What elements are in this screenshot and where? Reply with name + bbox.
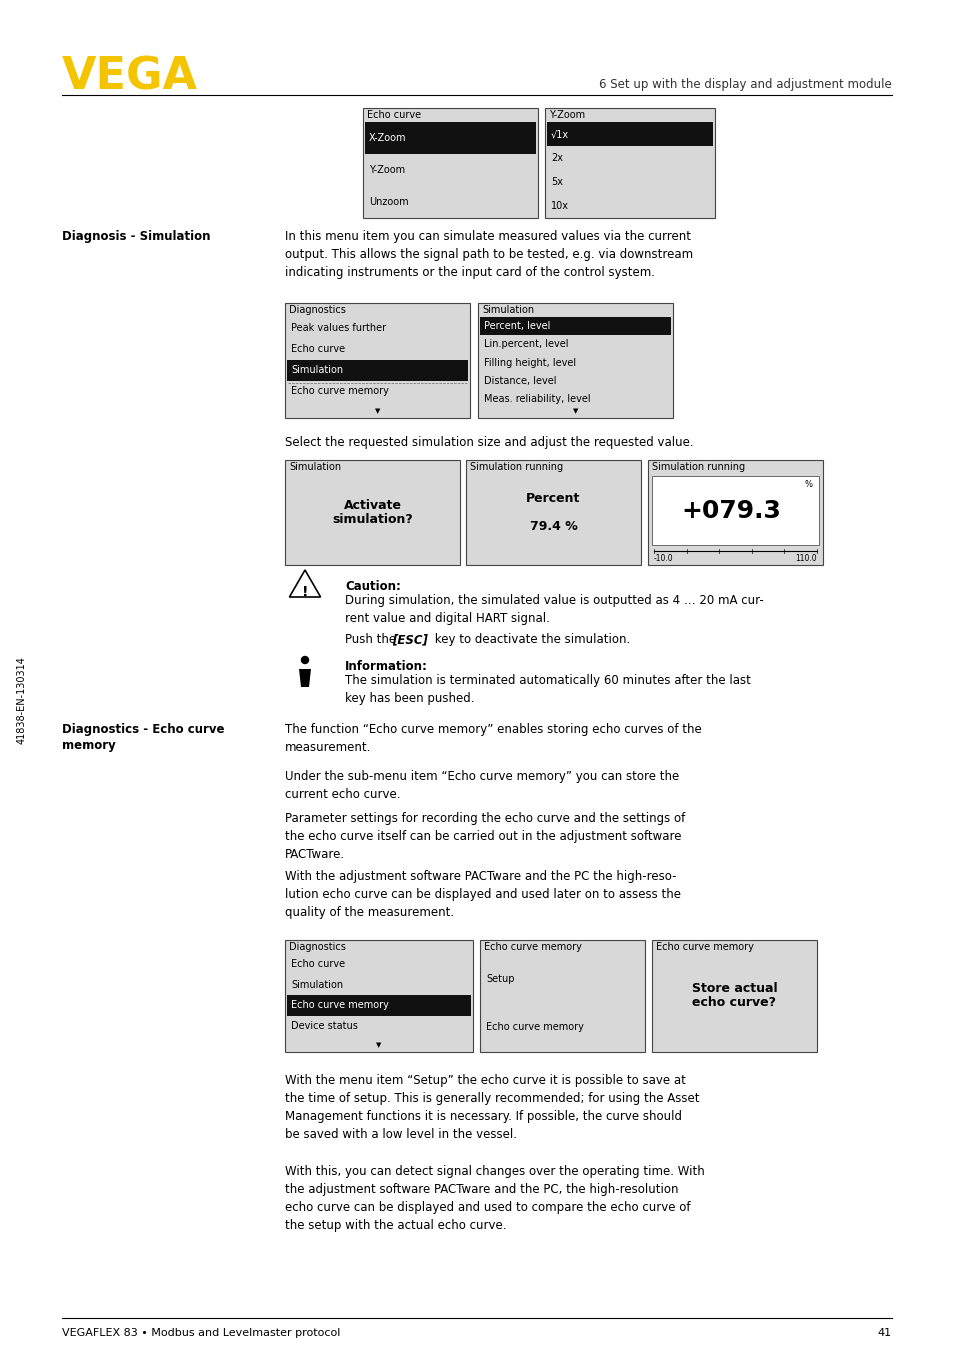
Text: Echo curve: Echo curve (367, 110, 420, 121)
Text: 79.4 %: 79.4 % (529, 520, 577, 533)
Circle shape (301, 657, 308, 663)
Text: Peak values further: Peak values further (291, 322, 386, 333)
Text: -10.0: -10.0 (654, 554, 673, 563)
Text: VEGAFLEX 83 • Modbus and Levelmaster protocol: VEGAFLEX 83 • Modbus and Levelmaster pro… (62, 1328, 340, 1338)
Text: Simulation running: Simulation running (651, 462, 744, 473)
Text: Under the sub-menu item “Echo curve memory” you can store the
current echo curve: Under the sub-menu item “Echo curve memo… (285, 770, 679, 802)
Text: With the menu item “Setup” the echo curve it is possible to save at
the time of : With the menu item “Setup” the echo curv… (285, 1074, 699, 1141)
Text: Echo curve memory: Echo curve memory (291, 1001, 389, 1010)
Text: Diagnostics: Diagnostics (289, 305, 346, 315)
Text: With this, you can detect signal changes over the operating time. With
the adjus: With this, you can detect signal changes… (285, 1164, 704, 1232)
Text: simulation?: simulation? (332, 513, 413, 525)
Text: Meas. reliability, level: Meas. reliability, level (483, 394, 590, 403)
Text: Simulation: Simulation (289, 462, 341, 473)
Text: 110.0: 110.0 (795, 554, 816, 563)
Text: %: % (804, 481, 812, 489)
Text: The function “Echo curve memory” enables storing echo curves of the
measurement.: The function “Echo curve memory” enables… (285, 723, 701, 754)
Text: key to deactivate the simulation.: key to deactivate the simulation. (431, 634, 630, 646)
Text: memory: memory (62, 739, 115, 751)
Text: VEGA: VEGA (62, 56, 198, 97)
Text: Select the requested simulation size and adjust the requested value.: Select the requested simulation size and… (285, 436, 693, 450)
Bar (544, 108, 714, 218)
Bar (285, 940, 473, 1052)
Text: The simulation is terminated automatically 60 minutes after the last
key has bee: The simulation is terminated automatical… (345, 674, 750, 705)
Bar (479, 940, 644, 1052)
Text: Lin.percent, level: Lin.percent, level (483, 340, 568, 349)
Text: +079.3: +079.3 (680, 498, 781, 523)
Text: 6 Set up with the display and adjustment module: 6 Set up with the display and adjustment… (598, 79, 891, 91)
Text: X-Zoom: X-Zoom (369, 133, 406, 144)
Text: Unzoom: Unzoom (369, 196, 408, 207)
Text: 10x: 10x (551, 200, 568, 211)
Text: Echo curve: Echo curve (291, 959, 345, 969)
Text: √1x: √1x (551, 129, 569, 139)
Text: Diagnosis - Simulation: Diagnosis - Simulation (62, 230, 211, 242)
Text: In this menu item you can simulate measured values via the current
output. This : In this menu item you can simulate measu… (285, 230, 693, 279)
Text: Caution:: Caution: (345, 580, 400, 593)
Text: 41: 41 (877, 1328, 891, 1338)
Bar (479, 317, 670, 336)
Bar (465, 460, 640, 565)
Text: Echo curve: Echo curve (291, 344, 345, 353)
Text: Filling height, level: Filling height, level (483, 357, 576, 367)
Text: Simulation: Simulation (291, 980, 343, 990)
Text: echo curve?: echo curve? (692, 997, 776, 1010)
Text: Activate: Activate (343, 500, 401, 512)
Text: Diagnostics - Echo curve: Diagnostics - Echo curve (62, 723, 224, 737)
Text: During simulation, the simulated value is outputted as 4 … 20 mA cur-
rent value: During simulation, the simulated value i… (345, 594, 763, 626)
Text: ▼: ▼ (375, 1043, 381, 1048)
Text: Push the: Push the (345, 634, 399, 646)
Text: Percent: Percent (526, 492, 580, 505)
Text: Y-Zoom: Y-Zoom (548, 110, 584, 121)
Text: Echo curve memory: Echo curve memory (485, 1022, 583, 1033)
Text: 41838-EN-130314: 41838-EN-130314 (17, 657, 27, 743)
Text: Echo curve memory: Echo curve memory (291, 386, 389, 397)
Text: Simulation running: Simulation running (470, 462, 562, 473)
Text: 2x: 2x (551, 153, 562, 162)
Bar (285, 303, 470, 418)
Bar (287, 995, 471, 1016)
Text: ▼: ▼ (375, 408, 380, 414)
Text: Echo curve memory: Echo curve memory (656, 942, 753, 952)
Bar (647, 460, 822, 565)
Text: ▼: ▼ (572, 408, 578, 414)
Text: Simulation: Simulation (481, 305, 534, 315)
Text: Y-Zoom: Y-Zoom (369, 165, 405, 175)
Text: [ESC]: [ESC] (392, 634, 428, 646)
Text: Device status: Device status (291, 1021, 357, 1030)
Text: Store actual: Store actual (691, 983, 777, 995)
Text: Parameter settings for recording the echo curve and the settings of
the echo cur: Parameter settings for recording the ech… (285, 812, 684, 861)
Text: Diagnostics: Diagnostics (289, 942, 346, 952)
Bar (363, 108, 537, 218)
Text: With the adjustment software PACTware and the PC the high-reso-
lution echo curv: With the adjustment software PACTware an… (285, 871, 680, 919)
Bar (546, 122, 712, 146)
Text: Information:: Information: (345, 659, 428, 673)
Bar (287, 360, 468, 380)
Text: Setup: Setup (485, 974, 514, 983)
Text: Distance, level: Distance, level (483, 375, 556, 386)
Text: !: ! (301, 585, 308, 598)
Bar (477, 303, 672, 418)
Text: Simulation: Simulation (291, 366, 343, 375)
Text: 5x: 5x (551, 177, 562, 187)
Bar (285, 460, 459, 565)
Text: Percent, level: Percent, level (483, 321, 550, 332)
Bar (365, 122, 536, 154)
Polygon shape (298, 669, 311, 686)
Bar (651, 477, 818, 546)
Bar (651, 940, 816, 1052)
Text: Echo curve memory: Echo curve memory (483, 942, 581, 952)
